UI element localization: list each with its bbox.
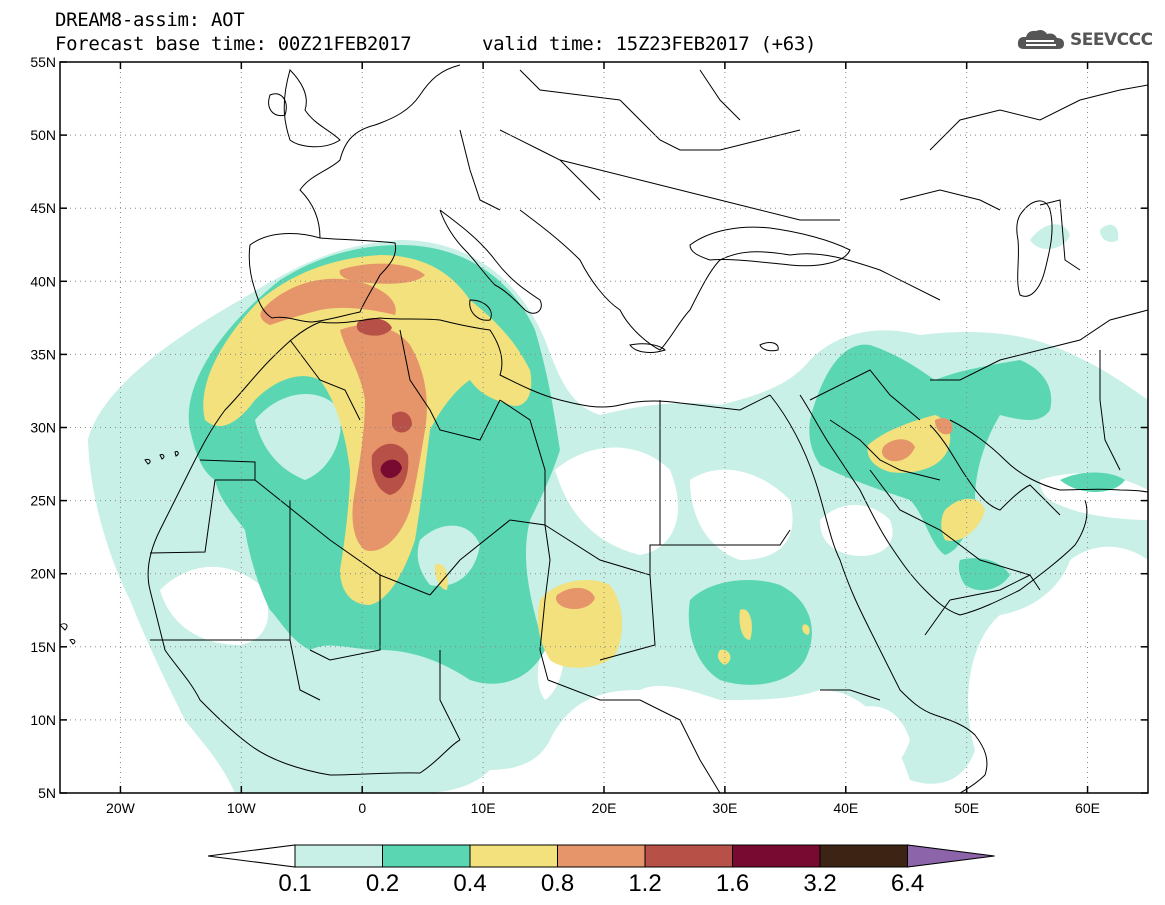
logo-text: SEEVCCC xyxy=(1070,30,1153,50)
lat-tick-label: 40N xyxy=(30,273,56,289)
lat-tick-label: 5N xyxy=(38,785,56,801)
graticule xyxy=(60,62,1148,793)
longitude-axis: 20W 10W 0 10E 20E 30E 40E 50E 60E xyxy=(106,62,1100,816)
lat-tick-label: 45N xyxy=(30,200,56,216)
map-title: DREAM8-assim: AOT xyxy=(55,9,245,31)
lon-tick-label: 10W xyxy=(227,800,257,816)
lat-tick-label: 30N xyxy=(30,420,56,436)
aot-holes-0.2 xyxy=(255,393,480,586)
lat-tick-label: 35N xyxy=(30,346,56,362)
aot-below-0.1 xyxy=(160,447,1148,774)
lon-tick-label: 50E xyxy=(954,800,979,816)
colorbar-label: 6.4 xyxy=(891,870,924,897)
aot-level-0.8 xyxy=(260,263,953,610)
colorbar-label: 0.2 xyxy=(366,870,399,897)
valid-time: valid time: 15Z23FEB2017 (+63) xyxy=(482,33,817,55)
lat-tick-label: 10N xyxy=(30,712,56,728)
forecast-base-time: Forecast base time: 00Z21FEB2017 xyxy=(55,33,412,55)
aot-contours xyxy=(88,224,1148,793)
colorbar-box xyxy=(382,844,471,868)
aot-level-1.6 xyxy=(380,459,402,479)
lat-tick-label: 15N xyxy=(30,639,56,655)
lon-tick-label: 30E xyxy=(712,800,737,816)
lon-tick-label: 0 xyxy=(358,800,366,816)
colorbar-under-arrow xyxy=(207,844,296,868)
colorbar-label: 1.6 xyxy=(716,870,749,897)
lon-tick-label: 60E xyxy=(1075,800,1100,816)
lon-tick-label: 40E xyxy=(833,800,858,816)
colorbar-box xyxy=(294,844,383,868)
colorbar-box xyxy=(469,844,558,868)
colorbar-over-arrow xyxy=(907,844,995,868)
lat-tick-label: 55N xyxy=(30,54,56,70)
lat-tick-label: 25N xyxy=(30,493,56,509)
colorbar-box xyxy=(644,844,733,868)
lon-tick-label: 20E xyxy=(592,800,617,816)
coastlines-borders xyxy=(60,64,1148,793)
colorbar-label: 0.4 xyxy=(453,870,486,897)
colorbar-label: 3.2 xyxy=(803,870,836,897)
lon-tick-label: 10E xyxy=(471,800,496,816)
colorbar: 0.1 0.2 0.4 0.8 1.2 1.6 3.2 6.4 xyxy=(207,844,995,897)
colorbar-box xyxy=(557,844,646,868)
colorbar-label: 0.1 xyxy=(278,870,311,897)
latitude-axis: 55N 50N 45N 40N 35N 30N 25N 20N 15N 10N 5N xyxy=(30,54,1148,801)
colorbar-label: 0.8 xyxy=(541,870,574,897)
colorbar-box xyxy=(819,844,908,868)
cloud-logo-icon xyxy=(1017,30,1064,49)
colorbar-label: 1.2 xyxy=(628,870,661,897)
colorbar-box xyxy=(732,844,821,868)
lat-tick-label: 20N xyxy=(30,566,56,582)
lon-tick-label: 20W xyxy=(106,800,136,816)
seevccc-logo: SEEVCCC xyxy=(1016,26,1153,54)
lat-tick-label: 50N xyxy=(30,127,56,143)
